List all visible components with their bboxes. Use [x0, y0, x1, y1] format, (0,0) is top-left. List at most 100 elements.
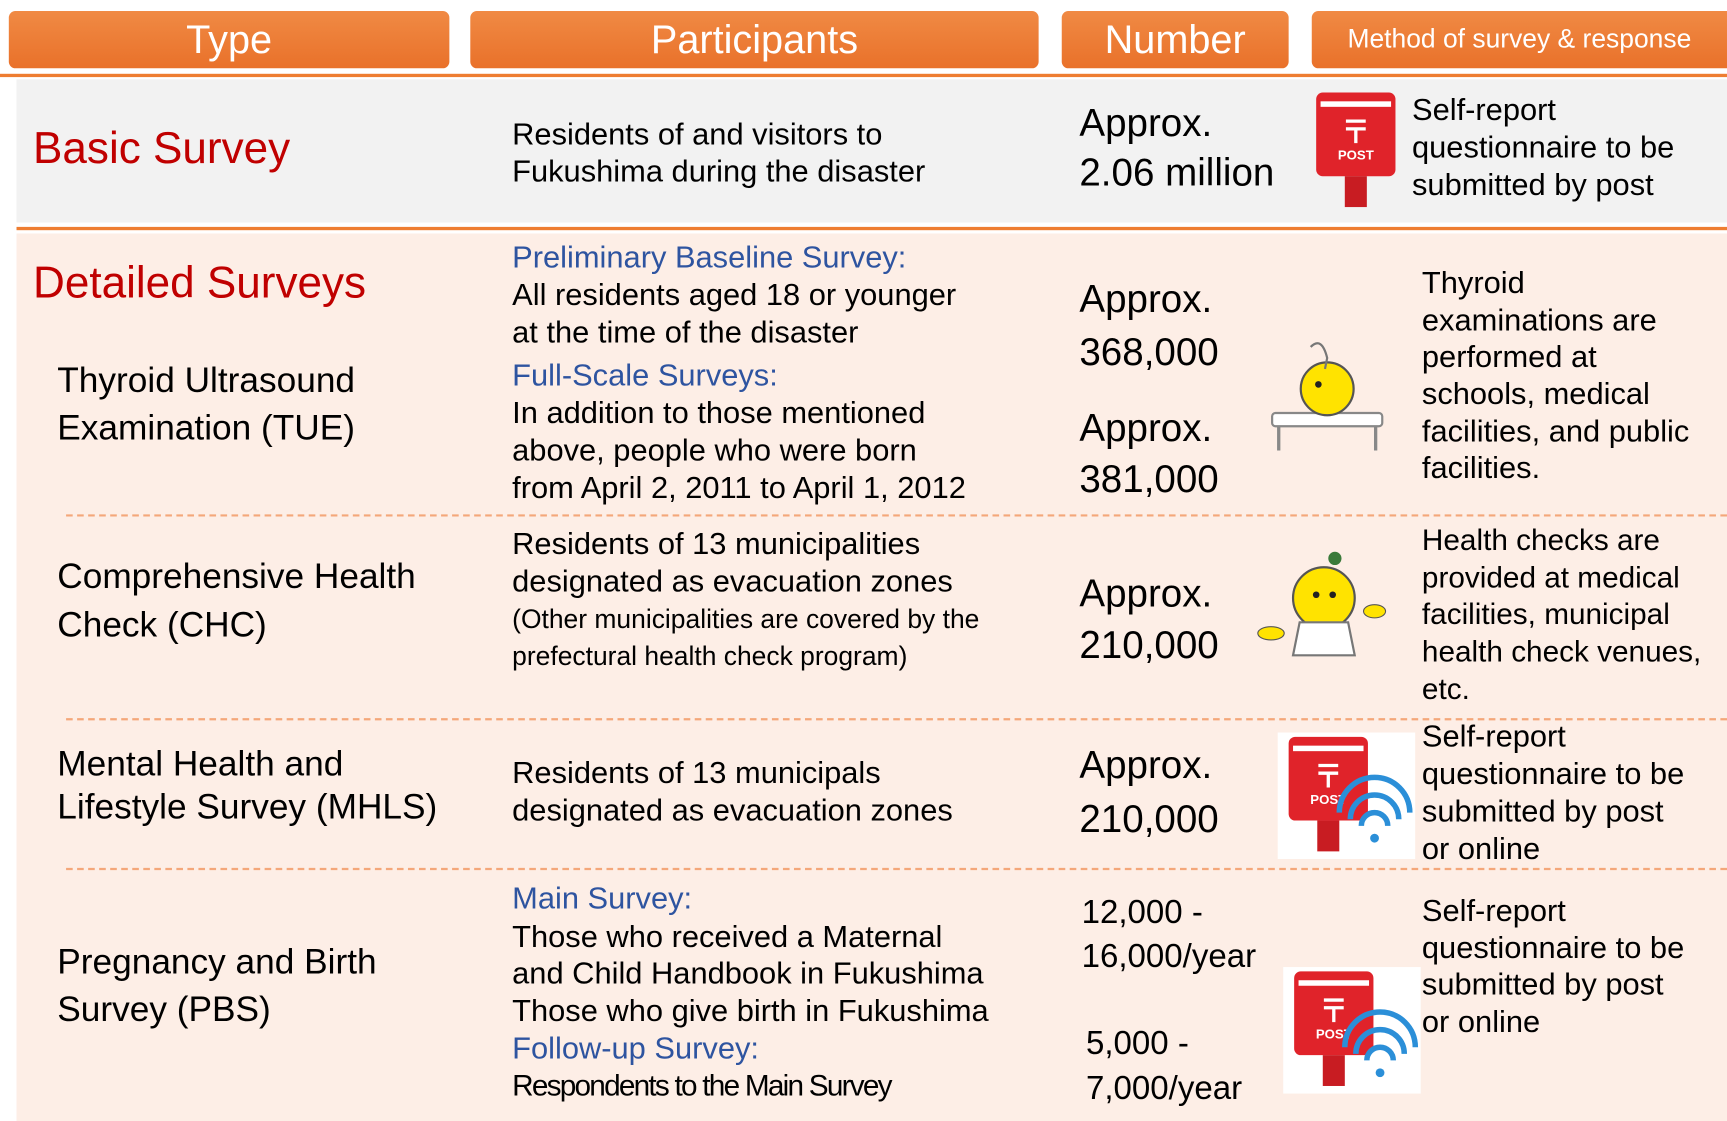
- post-label: POST: [1310, 792, 1346, 807]
- text: Fukushima during the disaster: [512, 154, 926, 189]
- text: designated as evacuation zones: [512, 793, 953, 828]
- text: submitted by post: [1411, 167, 1654, 202]
- post-icon: POST: [1316, 92, 1396, 208]
- text: Residents of 13 municipals: [512, 755, 881, 790]
- coat: [1291, 621, 1357, 657]
- type: Mental Health and: [57, 743, 344, 784]
- character: [1291, 566, 1356, 631]
- text: questionnaire to be: [1421, 756, 1685, 791]
- text: from April 2, 2011 to April 1, 2012: [512, 470, 966, 505]
- text: health check venues,: [1421, 634, 1702, 668]
- type: Thyroid Ultrasound: [57, 360, 356, 400]
- text: performed at: [1421, 339, 1597, 374]
- subheading: Preliminary Baseline Survey:: [512, 240, 907, 275]
- wifi-arc: [1358, 809, 1391, 827]
- number: 12,000 -: [1081, 894, 1203, 931]
- wifi-arc: [1342, 1009, 1419, 1048]
- text: questionnaire to be: [1421, 930, 1685, 965]
- type: Basic Survey: [33, 124, 291, 173]
- number: Approx.: [1079, 278, 1213, 322]
- wifi-arc: [1353, 1026, 1408, 1054]
- slot: [1293, 745, 1364, 752]
- doctor-illustration: [1257, 551, 1387, 657]
- divider: [16, 226, 1727, 231]
- text: questionnaire to be: [1411, 129, 1675, 165]
- number: 210,000: [1079, 623, 1219, 667]
- text: All residents aged 18 or younger: [512, 277, 957, 312]
- text: facilities.: [1421, 450, 1541, 485]
- text: submitted by post: [1421, 794, 1664, 829]
- number: 368,000: [1079, 330, 1219, 374]
- basic-row-bg: [16, 79, 1727, 223]
- eye: [1329, 591, 1336, 599]
- text: Residents of and visitors to: [512, 116, 883, 151]
- text: facilities, municipal: [1421, 597, 1670, 631]
- header-method: Method of survey & response: [1311, 11, 1727, 69]
- wifi-arc: [1336, 774, 1413, 813]
- text: at the time of the disaster: [512, 315, 859, 350]
- row-divider: [66, 867, 1727, 871]
- section-title: Detailed Surveys: [33, 258, 367, 308]
- slot: [1298, 980, 1370, 986]
- number: Approx.: [1079, 572, 1213, 616]
- hand: [1257, 626, 1285, 641]
- probe-cable: [1309, 342, 1329, 370]
- text: Self-report: [1411, 92, 1556, 127]
- text: Health checks are: [1421, 523, 1660, 557]
- text: facilities, and public: [1421, 414, 1690, 449]
- number: 16,000/year: [1081, 938, 1257, 975]
- hand: [1362, 604, 1387, 619]
- number: 2.06 million: [1079, 151, 1275, 195]
- wifi-dot: [1375, 1068, 1385, 1078]
- subheading: Main Survey:: [512, 881, 693, 916]
- subheading: Follow-up Survey:: [512, 1030, 759, 1066]
- type: Comprehensive Health: [57, 556, 416, 596]
- post-online-icon: POST: [1277, 732, 1416, 860]
- type: Survey (PBS): [57, 989, 271, 1029]
- post-label: POST: [1316, 1027, 1352, 1042]
- text: Self-report: [1421, 719, 1566, 754]
- note: (Other municipalities are covered by the: [512, 604, 980, 635]
- header-number: Number: [1061, 11, 1289, 69]
- post-online-icon: POST: [1283, 967, 1421, 1094]
- text: or online: [1421, 1004, 1541, 1039]
- text: schools, medical: [1421, 376, 1650, 411]
- type: Examination (TUE): [57, 407, 355, 448]
- slot: [1320, 101, 1392, 107]
- number: 381,000: [1079, 457, 1219, 501]
- text: submitted by post: [1421, 967, 1664, 1002]
- text: above, people who were born: [512, 432, 917, 467]
- header-participants: Participants: [470, 11, 1039, 69]
- wifi-dot: [1370, 833, 1379, 843]
- text: and Child Handbook in Fukushima: [512, 956, 984, 991]
- divider: [0, 73, 1727, 78]
- type: Pregnancy and Birth: [57, 941, 377, 982]
- number: Approx.: [1079, 406, 1213, 450]
- wifi-arc: [1364, 1044, 1397, 1061]
- type: Check (CHC): [57, 604, 267, 645]
- number: 7,000/year: [1085, 1070, 1243, 1107]
- post-leg: [1317, 820, 1340, 852]
- row-divider: [66, 718, 1727, 721]
- number: Approx.: [1079, 101, 1213, 145]
- text: Those who received a Maternal: [512, 919, 943, 954]
- text: examinations are: [1421, 302, 1657, 338]
- text: provided at medical: [1421, 561, 1680, 595]
- text: designated as evacuation zones: [512, 563, 953, 599]
- number: 210,000: [1079, 797, 1219, 841]
- text: Residents of 13 municipalities: [512, 526, 921, 561]
- detailed-bg: [16, 233, 1727, 1121]
- exam-illustration: [1271, 342, 1384, 451]
- post-leg: [1344, 176, 1367, 208]
- number: Approx.: [1079, 743, 1213, 787]
- head-mirror: [1328, 551, 1342, 566]
- text: Self-report: [1421, 893, 1566, 928]
- eye: [1312, 591, 1320, 599]
- post-leg: [1322, 1055, 1345, 1086]
- text: Thyroid: [1421, 265, 1525, 300]
- text: Those who give birth in Fukushima: [512, 993, 989, 1028]
- header-type: Type: [8, 11, 450, 69]
- number: 5,000 -: [1085, 1025, 1189, 1062]
- row-divider: [66, 514, 1727, 517]
